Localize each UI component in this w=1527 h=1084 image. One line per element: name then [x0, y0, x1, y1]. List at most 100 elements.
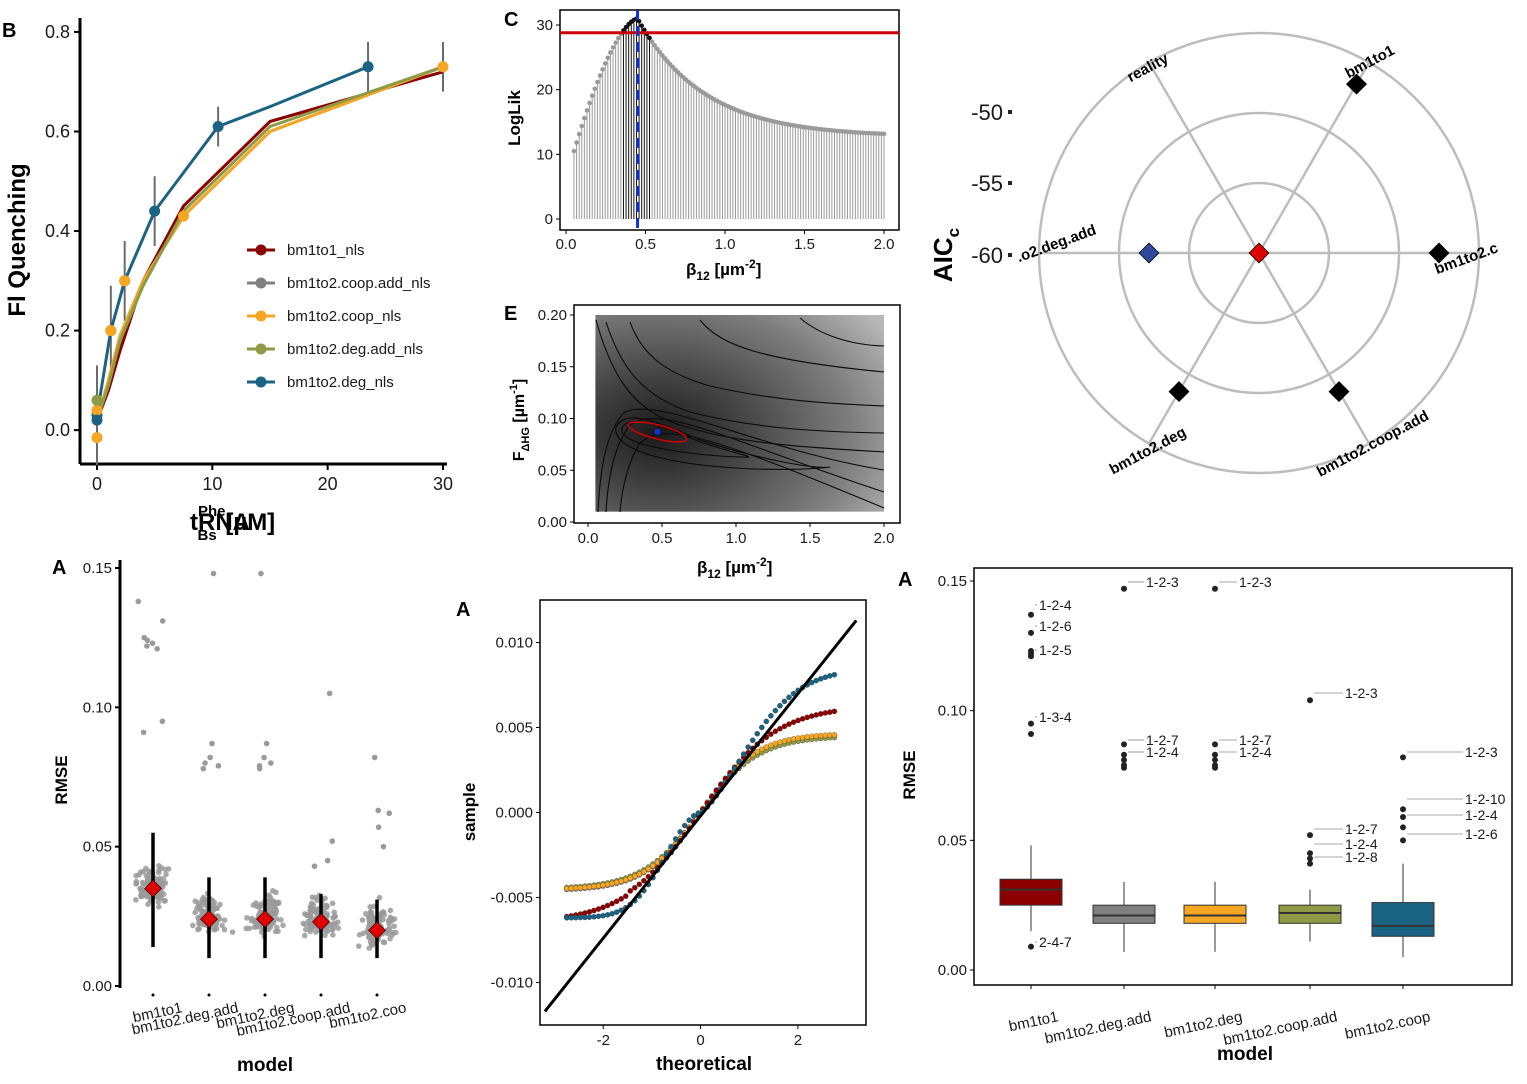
- panel-a1-jitter-point: [192, 909, 198, 916]
- panel-c-stem-point: [615, 35, 621, 41]
- panel-a1-jitter-point: [329, 900, 336, 907]
- panel-a1-x-tick: [207, 993, 211, 997]
- panel-c-y-tick-label: 0: [545, 211, 553, 228]
- panel-e-frame: [573, 304, 901, 524]
- panel-c-y-tick-label: 30: [536, 17, 553, 34]
- panel-a2-qq-point: [822, 710, 829, 716]
- panel-a1-jitter-point: [270, 920, 277, 926]
- panel-a1-outlier-point: [258, 570, 264, 577]
- panel-a1-jitter-point: [355, 943, 362, 949]
- panel-a2-qq-point: [636, 881, 643, 888]
- panel-e-ylabel-close: ]: [511, 379, 528, 384]
- panel-a1-outlier-point: [386, 810, 392, 817]
- panel-a1-jitter-point: [368, 909, 374, 916]
- panel-c-ylabel: LogLik: [505, 90, 524, 146]
- panel-a3-outlier-point: [1212, 764, 1218, 771]
- panel-a3-x-tick-label: bm1to2.deg.add: [1043, 1008, 1153, 1047]
- panel-a3-outlier-point: [1121, 764, 1127, 771]
- panel-a3-outlier-point: [1400, 837, 1406, 844]
- panel-a1-jitter-point: [146, 875, 152, 882]
- polar-ylabel: AICc: [928, 228, 963, 282]
- panel-a1-jitter-point: [278, 917, 284, 923]
- panel-a2-qq-point: [613, 898, 620, 905]
- panel-a1-jitter-point: [165, 866, 172, 872]
- panel-a1-jitter-point: [140, 890, 147, 896]
- panel-c-xlabel: β12 [µm-2]: [686, 257, 761, 283]
- panel-a1-outlier-point: [329, 838, 336, 844]
- panel-e-ylabel: FΔHG [µm-1]: [508, 379, 532, 462]
- panel-b-legend-key-dot: [255, 277, 267, 289]
- polar-diamond-point: [1248, 242, 1270, 264]
- panel-a2-qq-point: [686, 817, 692, 823]
- panel-a2-axes: -2 0 2 -0.010 -0.005 0.000 0.005 0.010: [490, 599, 867, 1049]
- panel-a2-y-tick-label: 0.005: [495, 720, 533, 737]
- panel-e-contour-line: [605, 321, 885, 434]
- panel-e-xlabel-close: ]: [767, 558, 773, 577]
- panel-a2-qq-point: [591, 914, 597, 920]
- panel-a1-jitter-point: [273, 889, 279, 896]
- panel-a1-jitter-point: [156, 904, 162, 910]
- panel-c-stem-point: [649, 39, 655, 45]
- panel-a2-qq-point: [831, 731, 838, 738]
- panel-b-data-point: [91, 394, 103, 406]
- panel-e-xlabel-sub: 12: [707, 567, 721, 581]
- panel-a2-qq-point: [808, 679, 815, 686]
- panel-a1-outlier-point: [140, 729, 147, 736]
- panel-a3-outlier-label: 1-2-6: [1039, 618, 1072, 634]
- panel-a2-qq-point: [831, 708, 838, 715]
- panel-a2-qq-point: [804, 734, 810, 740]
- panel-a1-jitter-point: [376, 894, 383, 901]
- panel-e-contour-line: [799, 317, 885, 347]
- panel-b-data-point: [91, 404, 103, 416]
- panel-c-data: [560, 10, 899, 230]
- panel-e-xlabel-unit: [µm: [721, 558, 756, 577]
- panel-c-stem-point: [608, 50, 613, 55]
- panel-e-xlabel-main: β: [697, 558, 707, 577]
- panel-a1-jitter-point: [334, 919, 341, 925]
- polar-spoke-label: .o2.deg.add: [1014, 222, 1098, 266]
- panel-a1-jitter-point: [133, 878, 140, 885]
- panel-e-contour-line: [615, 417, 831, 470]
- panel-c-stem-point: [587, 100, 592, 106]
- panel-a1-jitter-point: [323, 902, 330, 909]
- panel-a1-rmse-jitter: A 0.000.050.100.15bm1to1bm1to2.deg.addbm…: [52, 557, 408, 1076]
- panel-b-legend-key-dot: [255, 310, 267, 322]
- panel-a1-label: A: [52, 557, 66, 579]
- panel-a2-qq-point: [777, 702, 783, 709]
- panel-a2-qq-point: [768, 731, 774, 737]
- panel-a3-outlier-label: 1-2-3: [1345, 685, 1378, 701]
- panel-a2-qq-point: [600, 882, 606, 888]
- panel-a2-qq-point: [609, 880, 615, 887]
- panel-a1-jitter-point: [143, 865, 149, 872]
- panel-c-stem-point: [582, 115, 587, 121]
- panel-e-x-tick-label: 0.5: [652, 530, 673, 547]
- panel-a2-qq-point: [604, 912, 611, 918]
- panel-a3-outlier-label: 1-2-4: [1146, 744, 1179, 760]
- panel-b-data-point: [212, 121, 224, 133]
- panel-a3-outlier-point: [1212, 756, 1218, 763]
- polar-diamond-point: [1138, 242, 1160, 264]
- panel-a2-qq-point: [759, 746, 765, 752]
- panel-a3-outlier-label: 1-2-4: [1345, 836, 1378, 852]
- panel-e-ylabel-unit: [µm: [511, 394, 528, 427]
- panel-e-ylabel-sub: ΔHG: [520, 427, 532, 451]
- panel-e-contour-line: [619, 433, 885, 513]
- panel-a3-label: A: [898, 569, 912, 591]
- panel-a2-qq-point: [595, 913, 602, 920]
- panel-c-stem-point: [584, 108, 590, 113]
- panel-a2-qq-point: [786, 737, 792, 743]
- panel-a2-qq-point: [641, 868, 647, 875]
- panel-a2-qq-point: [745, 744, 751, 750]
- panel-b-data-point: [149, 205, 161, 217]
- panel-a1-jitter-point: [304, 912, 311, 918]
- panel-b-data-point: [105, 325, 117, 337]
- panel-a2-qq-point: [831, 671, 838, 678]
- polar-diamond-point: [1428, 242, 1450, 264]
- panel-a2-qq-point: [632, 873, 638, 879]
- panel-e-x-tick-label: 0.0: [578, 530, 599, 547]
- panel-a3-box: [1183, 904, 1247, 924]
- panel-c-x-tick-label: 2.0: [874, 236, 895, 253]
- panel-b-y-tick-label: 0.4: [45, 221, 70, 241]
